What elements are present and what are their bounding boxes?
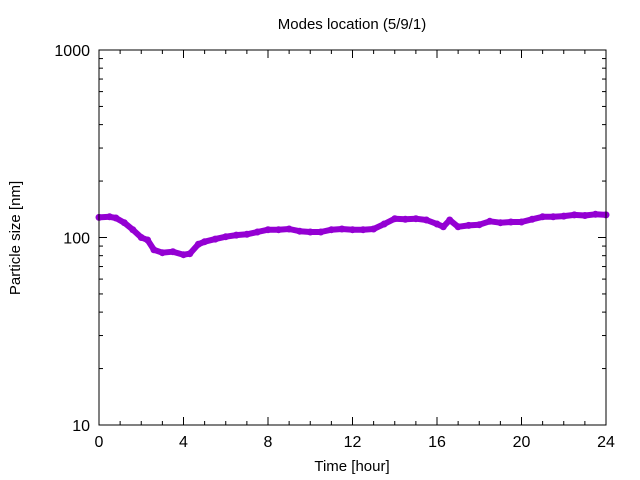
data-point bbox=[243, 230, 251, 238]
data-point bbox=[194, 240, 202, 248]
data-point bbox=[275, 226, 283, 234]
y-tick-label: 1000 bbox=[54, 43, 90, 60]
data-point bbox=[401, 215, 409, 223]
x-axis-label: Time [hour] bbox=[314, 458, 389, 475]
x-tick-label: 4 bbox=[179, 434, 188, 451]
data-point bbox=[475, 221, 483, 229]
data-point bbox=[412, 215, 420, 223]
data-point bbox=[186, 250, 194, 258]
data-point bbox=[338, 225, 346, 233]
data-point bbox=[222, 233, 230, 241]
axis-ticks bbox=[98, 49, 607, 426]
data-point bbox=[120, 219, 128, 227]
chart-title: Modes location (5/9/1) bbox=[278, 16, 426, 33]
data-point bbox=[433, 220, 441, 228]
tick-labels: 0 4 8 12 16 20 24 10 100 1000 bbox=[54, 43, 615, 451]
data-point bbox=[112, 214, 120, 222]
data-point bbox=[422, 216, 430, 224]
data-point bbox=[285, 225, 293, 233]
data-point bbox=[144, 236, 152, 244]
data-point bbox=[539, 213, 547, 221]
data-point bbox=[201, 238, 209, 246]
y-tick-label: 10 bbox=[72, 418, 90, 435]
data-point bbox=[169, 248, 177, 256]
data-point bbox=[253, 228, 261, 236]
data-point bbox=[137, 234, 145, 241]
data-point bbox=[391, 215, 399, 223]
data-point bbox=[264, 226, 272, 234]
data-point bbox=[570, 211, 578, 219]
x-tick-label: 8 bbox=[264, 434, 273, 451]
data-point bbox=[106, 213, 114, 221]
data-point bbox=[465, 221, 473, 229]
data-point bbox=[211, 235, 219, 243]
data-point bbox=[591, 210, 599, 218]
data-point bbox=[507, 218, 515, 226]
x-tick-label: 0 bbox=[95, 434, 104, 451]
data-point bbox=[370, 225, 378, 233]
data-point bbox=[380, 220, 388, 228]
data-point bbox=[454, 223, 462, 231]
data-point bbox=[327, 226, 335, 234]
data-point bbox=[359, 226, 367, 234]
x-tick-label: 20 bbox=[513, 434, 531, 451]
data-point bbox=[518, 218, 525, 226]
data-point bbox=[446, 216, 454, 224]
data-point bbox=[129, 226, 137, 234]
data-point bbox=[306, 228, 314, 236]
data-point bbox=[486, 217, 494, 225]
data-point bbox=[581, 212, 589, 219]
data-point bbox=[296, 227, 304, 235]
data-point bbox=[349, 226, 356, 234]
data-point bbox=[180, 251, 187, 259]
x-tick-label: 12 bbox=[344, 434, 362, 451]
data-point bbox=[150, 246, 158, 254]
data-point bbox=[549, 213, 557, 221]
data-point bbox=[560, 212, 568, 220]
plot-frame bbox=[98, 49, 607, 426]
data-point bbox=[439, 223, 447, 231]
y-tick-label: 100 bbox=[63, 231, 90, 248]
y-axis-label: Particle size [nm] bbox=[7, 181, 24, 295]
data-point bbox=[317, 228, 325, 236]
data-point bbox=[496, 219, 504, 227]
x-tick-label: 16 bbox=[428, 434, 446, 451]
x-tick-label: 24 bbox=[597, 434, 615, 451]
data-point bbox=[232, 231, 240, 239]
data-point bbox=[158, 249, 166, 257]
data-point bbox=[528, 215, 536, 223]
series-layer bbox=[95, 210, 610, 259]
